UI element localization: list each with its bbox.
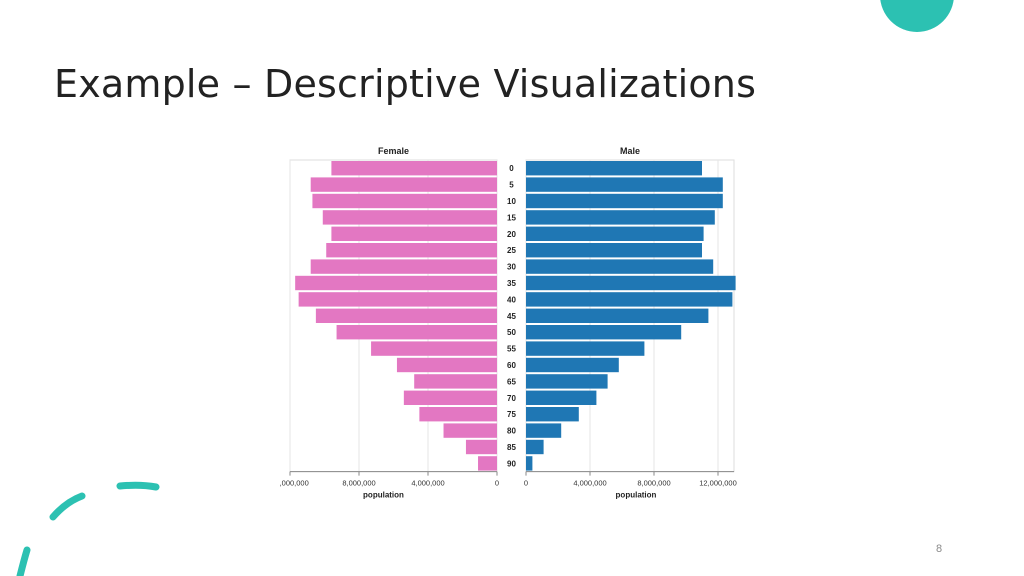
female-bar bbox=[326, 243, 497, 258]
age-label: 10 bbox=[507, 197, 516, 206]
male-bar bbox=[526, 374, 608, 389]
age-label: 60 bbox=[507, 361, 516, 370]
female-bar bbox=[295, 275, 497, 291]
male-bar bbox=[526, 259, 714, 274]
female-bar bbox=[478, 456, 497, 471]
female-bar bbox=[443, 423, 497, 438]
male-bar bbox=[526, 226, 704, 241]
female-bar bbox=[465, 439, 497, 455]
male-tick-label: 8,000,000 bbox=[637, 479, 670, 488]
age-label: 15 bbox=[507, 213, 516, 222]
decorative-dashed-curve bbox=[16, 481, 160, 576]
male-panel-title: Male bbox=[620, 146, 640, 156]
female-bar bbox=[414, 374, 497, 389]
female-bar bbox=[310, 259, 497, 274]
age-label: 90 bbox=[507, 459, 516, 468]
age-label: 40 bbox=[507, 295, 516, 304]
decorative-circle bbox=[880, 0, 954, 32]
male-bar bbox=[526, 308, 709, 323]
female-bar bbox=[310, 177, 497, 192]
male-bar bbox=[526, 439, 544, 455]
age-label: 5 bbox=[509, 181, 514, 190]
female-panel-title: Female bbox=[378, 146, 409, 156]
male-bar bbox=[526, 423, 562, 438]
page-number: 8 bbox=[936, 543, 943, 555]
male-bar bbox=[526, 243, 702, 258]
female-bar bbox=[336, 325, 497, 340]
female-bar bbox=[331, 161, 497, 176]
age-label: 20 bbox=[507, 230, 516, 239]
female-tick-label: 8,000,000 bbox=[342, 479, 375, 488]
female-bar bbox=[331, 226, 497, 241]
female-bar bbox=[396, 357, 497, 373]
male-bar bbox=[526, 161, 702, 176]
age-label: 25 bbox=[507, 246, 516, 255]
male-tick-label: 0 bbox=[524, 479, 528, 488]
age-label: 65 bbox=[507, 377, 516, 386]
male-bar bbox=[526, 341, 645, 356]
age-label: 55 bbox=[507, 345, 516, 354]
female-bar bbox=[403, 390, 497, 405]
male-bar bbox=[526, 357, 619, 373]
male-bar bbox=[526, 456, 533, 471]
male-axis-title: population bbox=[616, 491, 657, 500]
age-label: 50 bbox=[507, 328, 516, 337]
male-tick-label: 12,000,000 bbox=[699, 479, 737, 488]
age-label: 0 bbox=[509, 164, 514, 173]
female-bar bbox=[322, 210, 497, 225]
slide-title: Example – Descriptive Visualizations bbox=[54, 62, 757, 106]
male-bar bbox=[526, 390, 597, 405]
male-bar bbox=[526, 177, 723, 192]
male-bar bbox=[526, 407, 579, 422]
age-label: 85 bbox=[507, 443, 516, 452]
male-bar bbox=[526, 275, 736, 291]
female-tick-label: 4,000,000 bbox=[411, 479, 444, 488]
age-label: 80 bbox=[507, 427, 516, 436]
age-label: 30 bbox=[507, 263, 516, 272]
female-axis-title: population bbox=[363, 491, 404, 500]
male-bar bbox=[526, 325, 682, 340]
male-bar bbox=[526, 292, 733, 307]
female-tick-label: 0 bbox=[495, 479, 499, 488]
age-label: 45 bbox=[507, 312, 516, 321]
male-bar bbox=[526, 193, 723, 209]
male-tick-label: 4,000,000 bbox=[573, 479, 606, 488]
female-bar bbox=[419, 407, 497, 422]
male-bar bbox=[526, 210, 715, 225]
population-pyramid-chart: 12,000,000 8,000,000 4,000,000 0 0 4,000,000 8… bbox=[280, 146, 737, 500]
age-label: 75 bbox=[507, 410, 516, 419]
female-bar bbox=[298, 292, 497, 307]
female-bar bbox=[312, 193, 497, 209]
age-label: 35 bbox=[507, 279, 516, 288]
age-label: 70 bbox=[507, 394, 516, 403]
female-bar bbox=[315, 308, 497, 323]
female-bar bbox=[371, 341, 497, 356]
female-tick-label: 12,000,000 bbox=[280, 479, 309, 488]
